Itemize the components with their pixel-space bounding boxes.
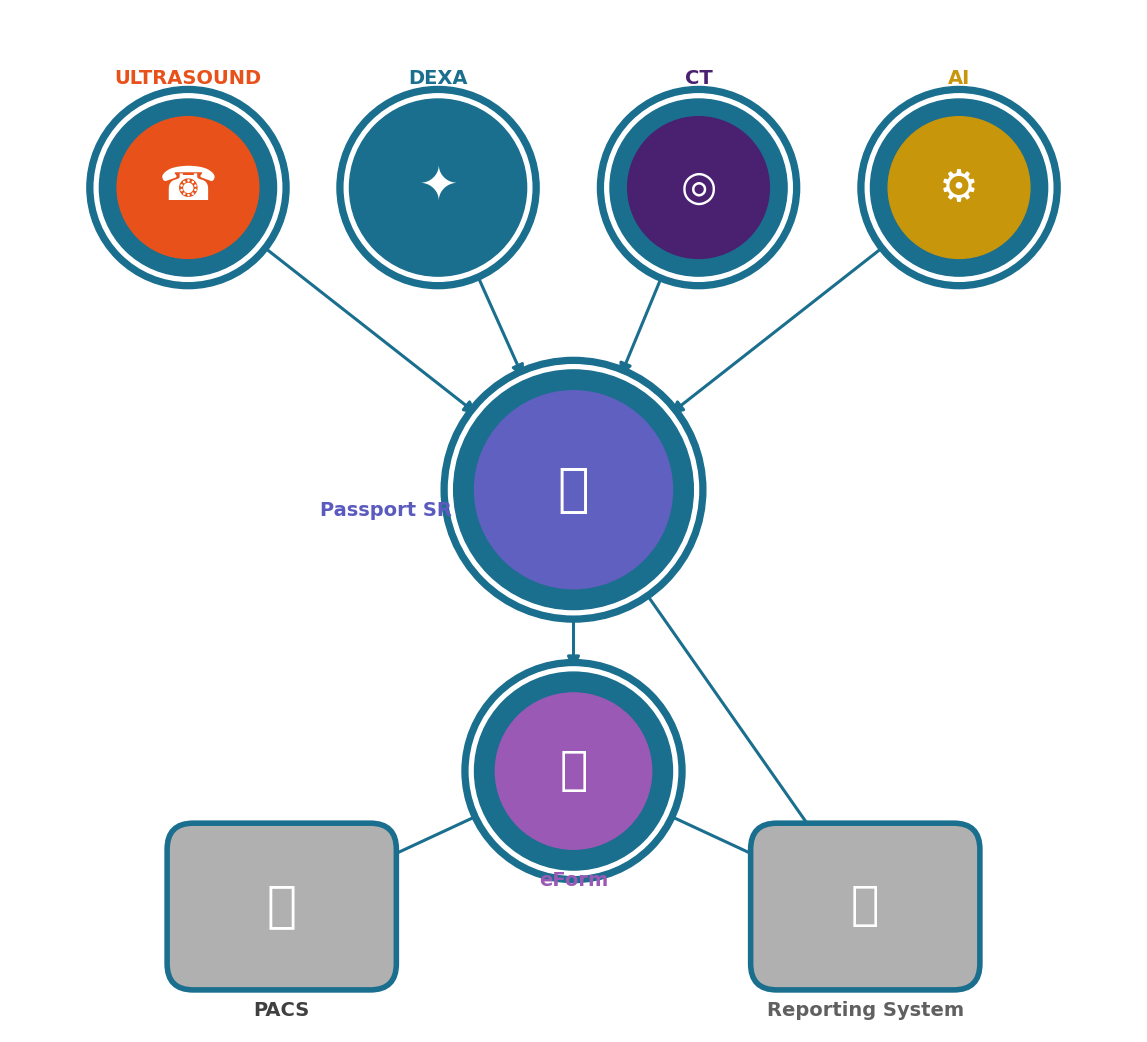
Circle shape <box>627 117 770 258</box>
Text: eForm: eForm <box>539 871 608 890</box>
FancyBboxPatch shape <box>167 823 397 990</box>
Text: 📊: 📊 <box>851 884 880 929</box>
Text: ⚙: ⚙ <box>939 166 980 209</box>
Text: Reporting System: Reporting System <box>766 1001 963 1020</box>
Circle shape <box>367 117 509 258</box>
Circle shape <box>888 117 1030 258</box>
Text: PACS: PACS <box>253 1001 310 1020</box>
Text: 🖥: 🖥 <box>267 883 297 931</box>
Text: 📋: 📋 <box>560 748 587 794</box>
Circle shape <box>598 86 799 289</box>
Circle shape <box>610 99 787 276</box>
Circle shape <box>344 94 532 281</box>
Circle shape <box>858 86 1060 289</box>
Circle shape <box>462 660 685 883</box>
Circle shape <box>496 693 651 849</box>
Text: ✦: ✦ <box>419 165 458 210</box>
Circle shape <box>117 117 259 258</box>
Text: 🪪: 🪪 <box>557 464 590 516</box>
Circle shape <box>337 86 539 289</box>
Circle shape <box>475 391 672 589</box>
Text: AI: AI <box>947 69 970 88</box>
Circle shape <box>454 370 693 610</box>
Circle shape <box>448 365 699 615</box>
Circle shape <box>475 672 672 870</box>
Text: CT: CT <box>685 69 712 88</box>
Text: ULTRASOUND: ULTRASOUND <box>115 69 262 88</box>
Circle shape <box>442 357 705 622</box>
Circle shape <box>871 99 1047 276</box>
Circle shape <box>100 99 276 276</box>
Text: ◎: ◎ <box>680 167 717 208</box>
Circle shape <box>469 667 678 875</box>
Circle shape <box>87 86 289 289</box>
FancyBboxPatch shape <box>750 823 980 990</box>
Circle shape <box>94 94 282 281</box>
Circle shape <box>604 94 793 281</box>
Circle shape <box>350 99 526 276</box>
Text: ☎: ☎ <box>158 165 218 210</box>
Circle shape <box>865 94 1053 281</box>
Text: DEXA: DEXA <box>408 69 468 88</box>
Text: Passport SR: Passport SR <box>320 501 452 520</box>
